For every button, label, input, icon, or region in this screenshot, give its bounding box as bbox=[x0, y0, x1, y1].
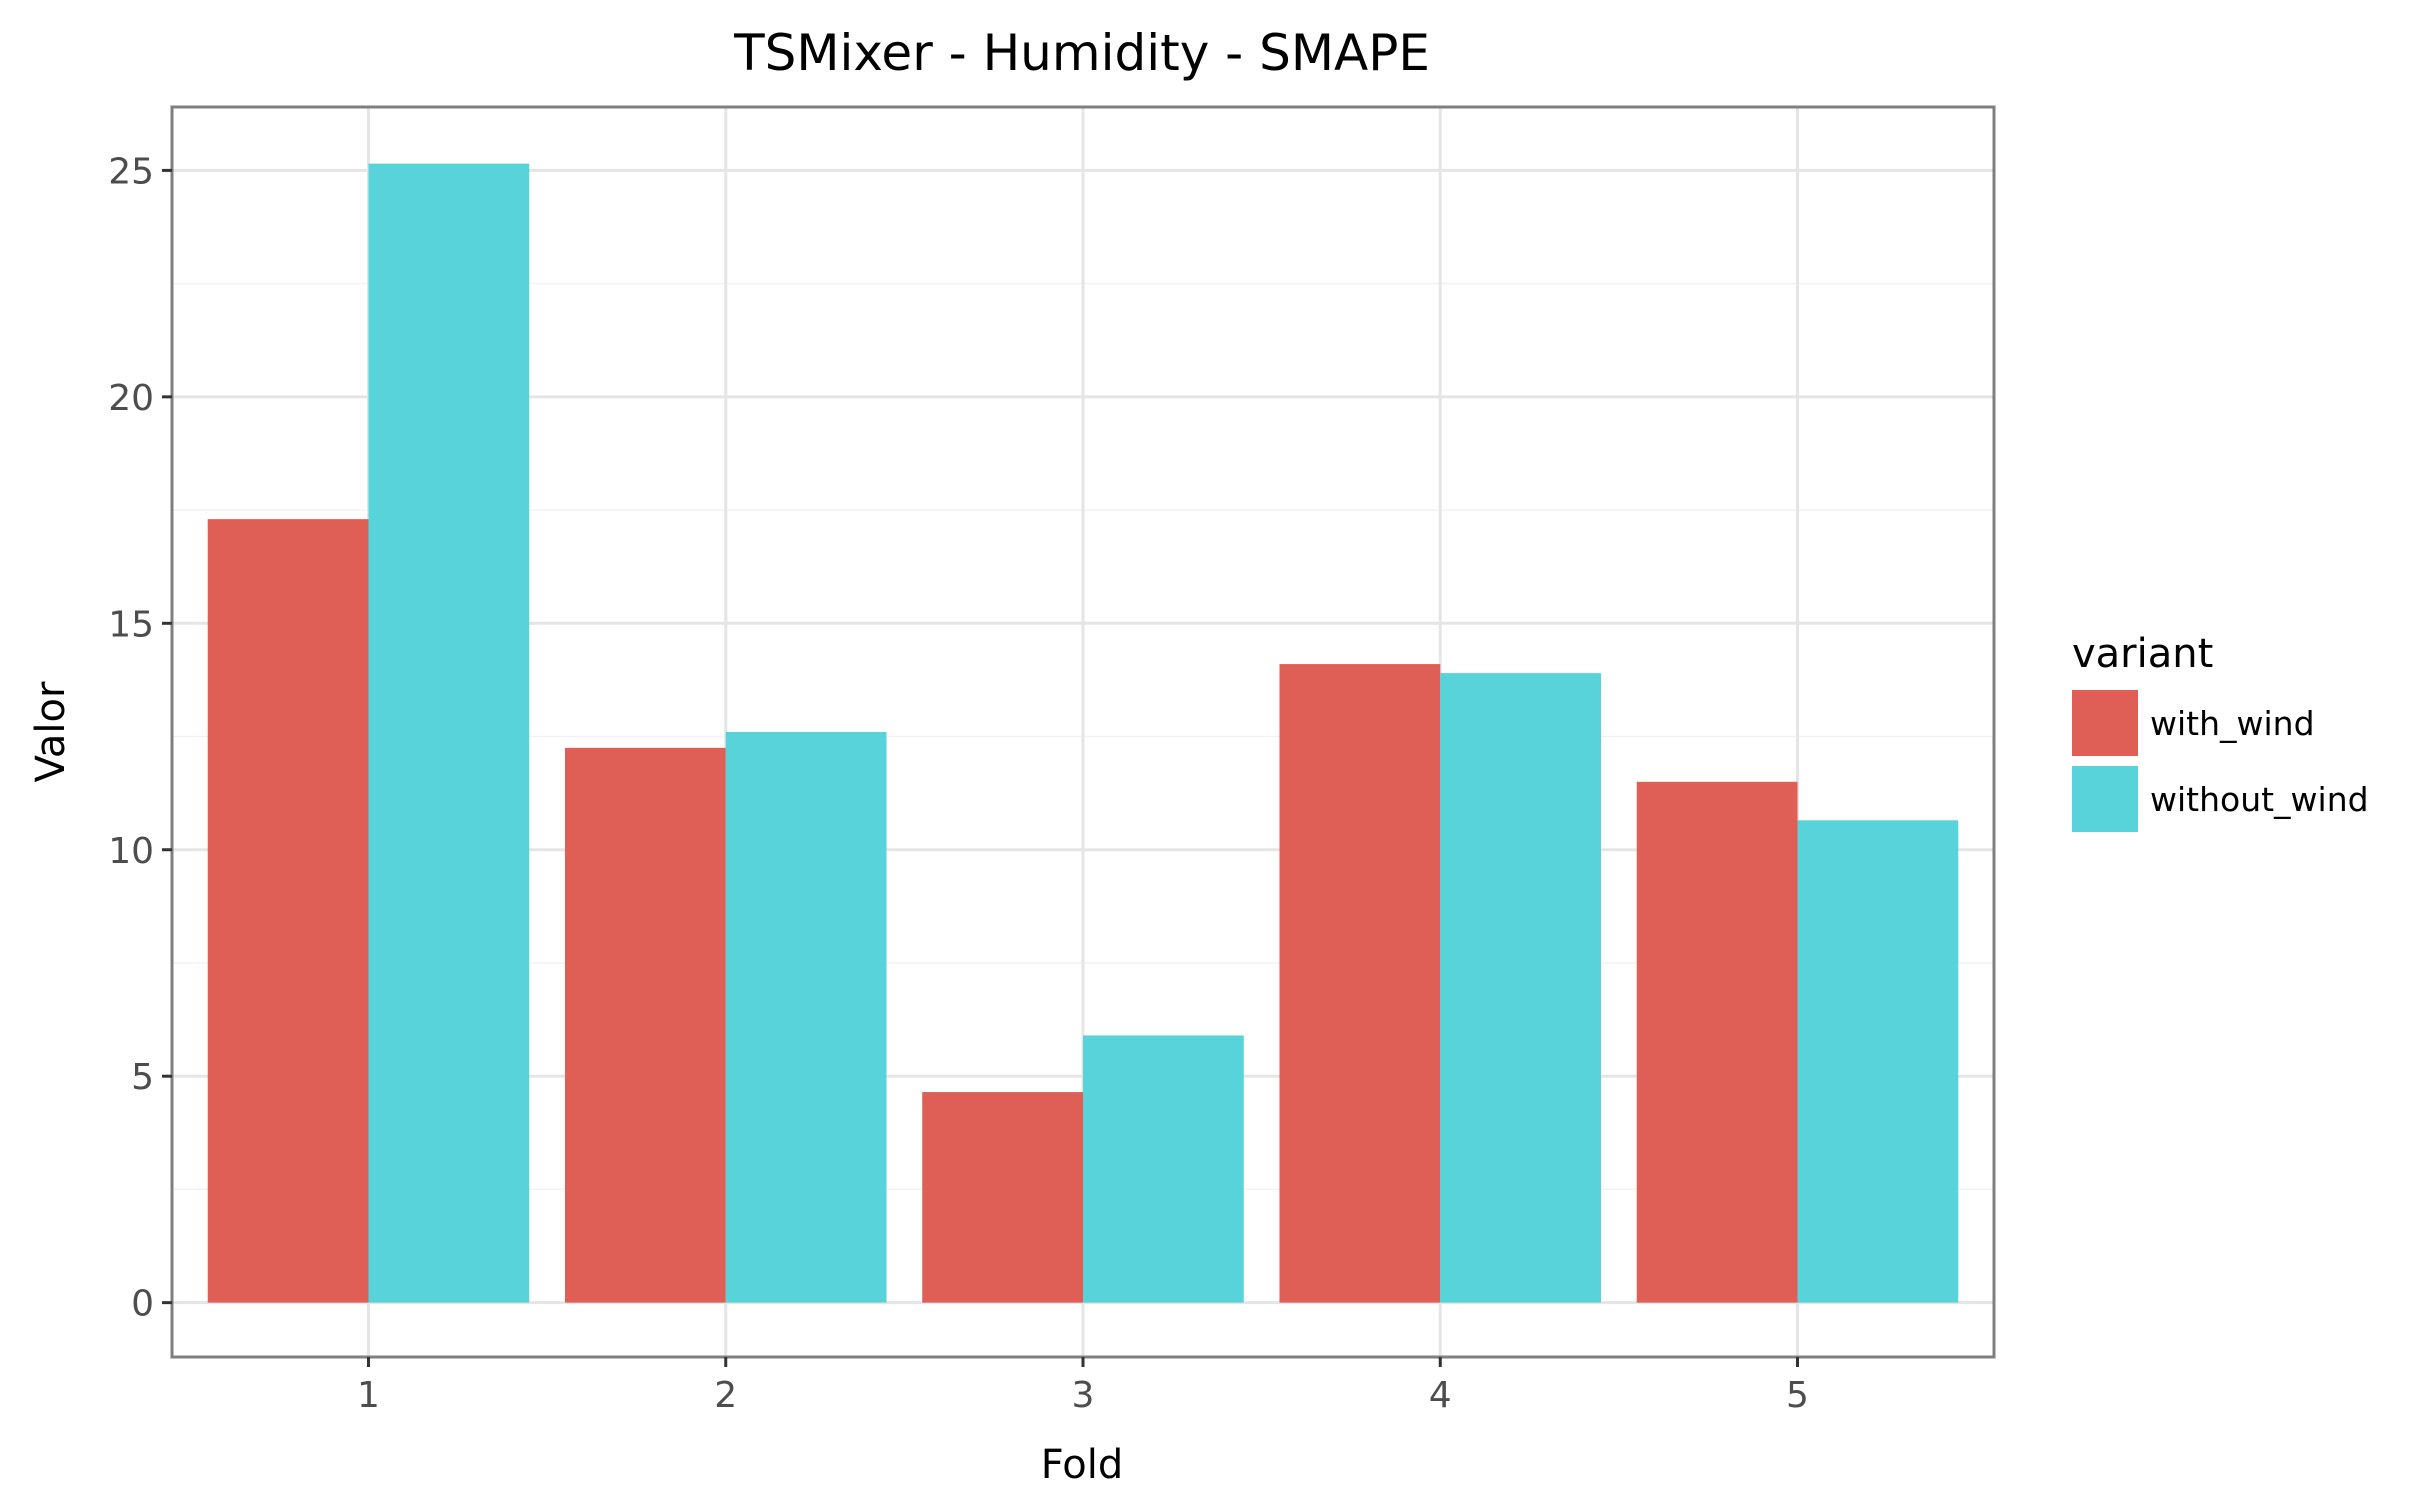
y-tick-label: 5 bbox=[131, 1057, 154, 1098]
x-tick-label: 1 bbox=[357, 1375, 380, 1416]
x-tick-label: 5 bbox=[1786, 1375, 1809, 1416]
bar-with_wind-fold-4 bbox=[1279, 664, 1441, 1303]
x-tick-label: 2 bbox=[714, 1375, 737, 1416]
bar-without_wind-fold-1 bbox=[368, 163, 530, 1303]
legend-label-with_wind: with_wind bbox=[2150, 704, 2315, 743]
bar-with_wind-fold-3 bbox=[922, 1092, 1083, 1303]
bar-without_wind-fold-4 bbox=[1440, 673, 1602, 1303]
legend-items: with_wind without_wind bbox=[2072, 690, 2369, 832]
y-tick-label: 10 bbox=[108, 831, 154, 872]
legend: variant with_wind without_wind bbox=[2072, 631, 2369, 832]
chart-title: TSMixer - Humidity - SMAPE bbox=[733, 24, 1430, 82]
legend-label-without_wind: without_wind bbox=[2150, 780, 2369, 819]
bar-with_wind-fold-1 bbox=[207, 519, 369, 1303]
x-tick-label: 4 bbox=[1429, 1375, 1452, 1416]
legend-key-without_wind bbox=[2072, 766, 2138, 832]
y-tick-label: 0 bbox=[131, 1284, 154, 1325]
y-axis-title: Valor bbox=[28, 681, 74, 782]
bars bbox=[207, 163, 1959, 1303]
y-tick-label: 15 bbox=[108, 604, 154, 645]
y-tick-label: 20 bbox=[108, 378, 154, 419]
x-axis-title: Fold bbox=[1041, 1442, 1124, 1488]
x-axis-ticks: 1 2 3 4 5 bbox=[357, 1357, 1809, 1416]
bar-without_wind-fold-3 bbox=[1083, 1035, 1244, 1303]
plot-panel bbox=[170, 105, 1996, 1359]
bar-without_wind-fold-2 bbox=[725, 732, 887, 1303]
legend-title: variant bbox=[2072, 631, 2213, 677]
bar-with_wind-fold-5 bbox=[1636, 781, 1798, 1303]
bar-with_wind-fold-2 bbox=[564, 747, 726, 1303]
x-tick-label: 3 bbox=[1072, 1375, 1095, 1416]
bar-without_wind-fold-5 bbox=[1797, 820, 1959, 1303]
y-axis-ticks: 0 5 10 15 20 25 bbox=[108, 151, 172, 1325]
y-tick-label: 25 bbox=[108, 151, 154, 192]
legend-key-with_wind bbox=[2072, 690, 2138, 756]
